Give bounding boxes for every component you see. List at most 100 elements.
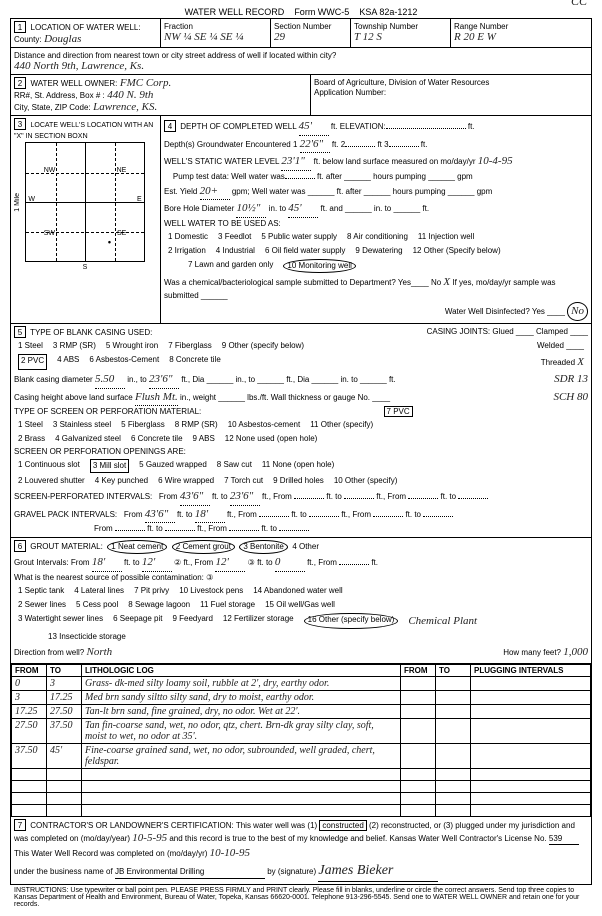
sec5: 5	[14, 326, 26, 338]
se-label: SE	[117, 230, 126, 237]
elev-label: ft. ELEVATION:	[331, 122, 386, 131]
cert-t3: and this record is true to the best of m…	[169, 834, 546, 843]
table-row-blank	[12, 768, 591, 780]
dist-label: Distance and direction from nearest town…	[14, 51, 336, 60]
screen-opts2: 2 Brass4 Galvanized steel6 Concrete tile…	[14, 432, 588, 446]
owner-name: FMC Corp.	[120, 77, 171, 89]
signature: James Bieker	[318, 861, 438, 882]
n-label: N	[83, 133, 88, 140]
bore-to: in. to	[269, 204, 286, 213]
lith-h4: TO	[436, 664, 471, 676]
table-row: 317.25Med brn sandy siltto silty sand, d…	[12, 690, 591, 704]
location-title: LOCATION OF WATER WELL:	[31, 23, 141, 32]
grout-title: GROUT MATERIAL:	[30, 542, 103, 551]
depth-title: DEPTH OF COMPLETED WELL	[180, 122, 296, 131]
nw-label: NW	[44, 167, 56, 174]
pump-label: Pump test data: Well water was	[173, 172, 285, 181]
cert-business: JB Environmental Drilling	[115, 866, 265, 878]
grout-to2: 0	[275, 554, 305, 572]
yield-val: 20+	[200, 183, 230, 201]
sig-label: by (signature)	[267, 867, 316, 876]
county-val: Douglas	[44, 33, 81, 45]
joints-label: CASING JOINTS: Glued ____ Clamped ____	[427, 327, 588, 336]
chem-label: Was a chemical/bacteriological sample su…	[164, 278, 441, 287]
section-diagram: N S NW NE W E SW SE •	[25, 142, 145, 262]
dia-suffix: ft., Dia ______ in., to ______ ft., Dia …	[181, 375, 395, 384]
sec7: 7	[14, 819, 26, 831]
lith-h2: LITHOLOGIC LOG	[82, 664, 401, 676]
secnum-label: Section Number	[274, 22, 331, 31]
twp-label: Township Number	[354, 22, 418, 31]
ne-label: NE	[117, 167, 127, 174]
uses-list2: 2 Irrigation4 Industrial6 Oil field wate…	[164, 244, 588, 258]
gravel-to: 18'	[195, 506, 225, 524]
gw2-label: ft. 2	[332, 140, 345, 149]
form-header: WATER WELL RECORD Form WWC-5 KSA 82a-121…	[10, 6, 592, 18]
height-val: Flush Mt.	[135, 389, 178, 407]
cert-t1: CONTRACTOR'S OR LANDOWNER'S CERTIFICATIO…	[30, 821, 317, 830]
grout-neat: 1 Neat cement	[107, 540, 167, 554]
grout-other: 4 Other	[292, 542, 319, 551]
sdr-val: SDR 13	[554, 371, 588, 388]
bore-label: Bore Hole Diameter	[164, 204, 234, 213]
cert-t4: This Water Well Record was completed on …	[14, 849, 207, 858]
uses-list3: 7 Lawn and garden only10 Monitoring well	[164, 258, 588, 274]
board-label: Board of Agriculture, Division of Water …	[314, 78, 489, 87]
depth-val: 45'	[299, 118, 329, 136]
table-row: 27.5037.50Tan fin-coarse sand, wet, no o…	[12, 718, 591, 743]
owner-title: WATER WELL OWNER:	[31, 79, 118, 88]
static-date: 10-4-95	[478, 155, 513, 167]
sec1: 1	[14, 21, 26, 33]
addr-val: 440 N. 9th	[107, 89, 153, 101]
dia-val: 5.50	[95, 371, 125, 389]
cert-date2: 10-10-95	[210, 847, 250, 859]
w-label: W	[28, 196, 35, 203]
open-opts: 1 Continuous slot3 Mill slot5 Gauzed wra…	[14, 458, 588, 474]
gravel-from: 43'6"	[145, 506, 175, 524]
dir-label: Direction from well?	[14, 648, 84, 657]
sec6: 6	[14, 540, 26, 552]
table-row: 37.5045'Fine-coarse grained sand, wet, n…	[12, 743, 591, 768]
table-row-blank	[12, 804, 591, 816]
source-opts: 1 Septic tank4 Lateral lines7 Pit privy1…	[14, 584, 588, 598]
sch-val: SCH 80	[553, 389, 588, 406]
yield-label: Est. Yield	[164, 187, 197, 196]
cert-t5: under the business name of	[14, 867, 113, 876]
sec4: 4	[164, 120, 176, 132]
source-opts3: 3 Watertight sewer lines6 Seepage pit9 F…	[14, 612, 588, 631]
perf-from: 43'6"	[180, 488, 210, 506]
static-suffix: ft. below land surface measured on mo/da…	[314, 157, 476, 166]
pump-suffix: ft. after ______ hours pumping ______ gp…	[317, 172, 473, 181]
casing-title: TYPE OF BLANK CASING USED:	[30, 328, 152, 337]
grout-cement: 2 Cement grout	[172, 540, 235, 554]
disinfect-val: No	[567, 302, 588, 321]
table-row: 03Grass- dk-med silty loamy soil, rubble…	[12, 676, 591, 690]
cert-date1: 10-5-95	[132, 832, 167, 844]
grout-from: 18'	[92, 554, 122, 572]
casing-opts2: 2 PVC4 ABS6 Asbestos-Cement8 Concrete ti…	[14, 353, 588, 372]
lithology-table: FROM TO LITHOLOGIC LOG FROM TO PLUGGING …	[11, 664, 591, 817]
secnum-val: 29	[274, 31, 285, 43]
twp-val: T 12 S	[354, 31, 382, 43]
lith-h3: FROM	[401, 664, 436, 676]
addr-label: RR#, St. Address, Box # :	[14, 91, 105, 100]
fraction-val: NW ¼ SE ¼ SE ¼	[164, 31, 243, 43]
height-suffix: in., weight ______ lbs./ft. Wall thickne…	[180, 393, 390, 402]
range-val: R 20 E W	[454, 31, 496, 43]
bore-suffix: ft. and ______ in. to ______ ft.	[321, 204, 430, 213]
open-label: SCREEN OR PERFORATION OPENINGS ARE:	[14, 447, 186, 456]
grout-int-label: Grout Intervals: From	[14, 558, 90, 567]
pvc-screen: 7 PVC	[384, 406, 413, 417]
sec3: 3	[14, 118, 26, 130]
cc-mark: CC	[571, 0, 587, 9]
static-val: 23'1"	[281, 153, 311, 171]
cert-license: 539	[549, 833, 579, 845]
dia-depth: 23'6"	[149, 371, 179, 389]
feet-val: 1,000	[563, 646, 588, 658]
screen-label: TYPE OF SCREEN OR PERFORATION MATERIAL:	[14, 407, 201, 416]
bore-val: 10½"	[236, 200, 266, 218]
open-opts2: 2 Louvered shutter4 Key punched6 Wire wr…	[14, 474, 588, 488]
disinfect-label: Water Well Disinfected? Yes ____	[445, 307, 565, 316]
cert-constructed: constructed	[319, 820, 366, 831]
s-label: S	[83, 264, 88, 271]
